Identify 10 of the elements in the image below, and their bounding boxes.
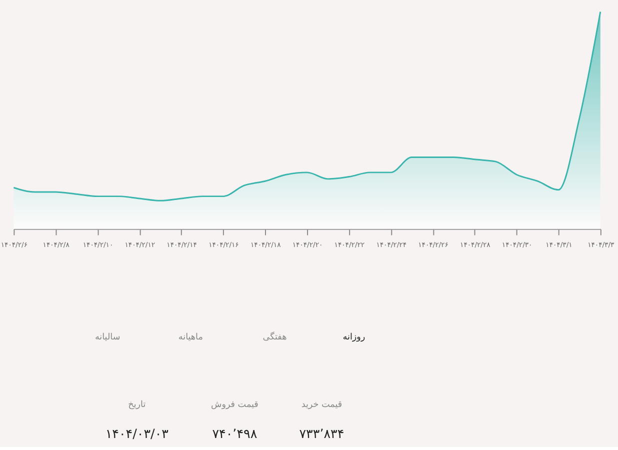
- text: ۷۳۳٬۸۳۴: [299, 426, 344, 442]
- text: قیمت فروش: [210, 400, 258, 410]
- text: ۱۴۰۴/۰۳/۰۳: [105, 426, 169, 442]
- text: ماهیانه: [178, 332, 204, 342]
- text: روزانه: [342, 332, 366, 342]
- text: سالیانه: [94, 332, 120, 342]
- text: قیمت خرید: [301, 400, 342, 410]
- text: هفتگی: [262, 331, 288, 342]
- text: تاریخ: [128, 400, 146, 410]
- text: ۷۴۰٬۴۹۸: [212, 426, 258, 442]
